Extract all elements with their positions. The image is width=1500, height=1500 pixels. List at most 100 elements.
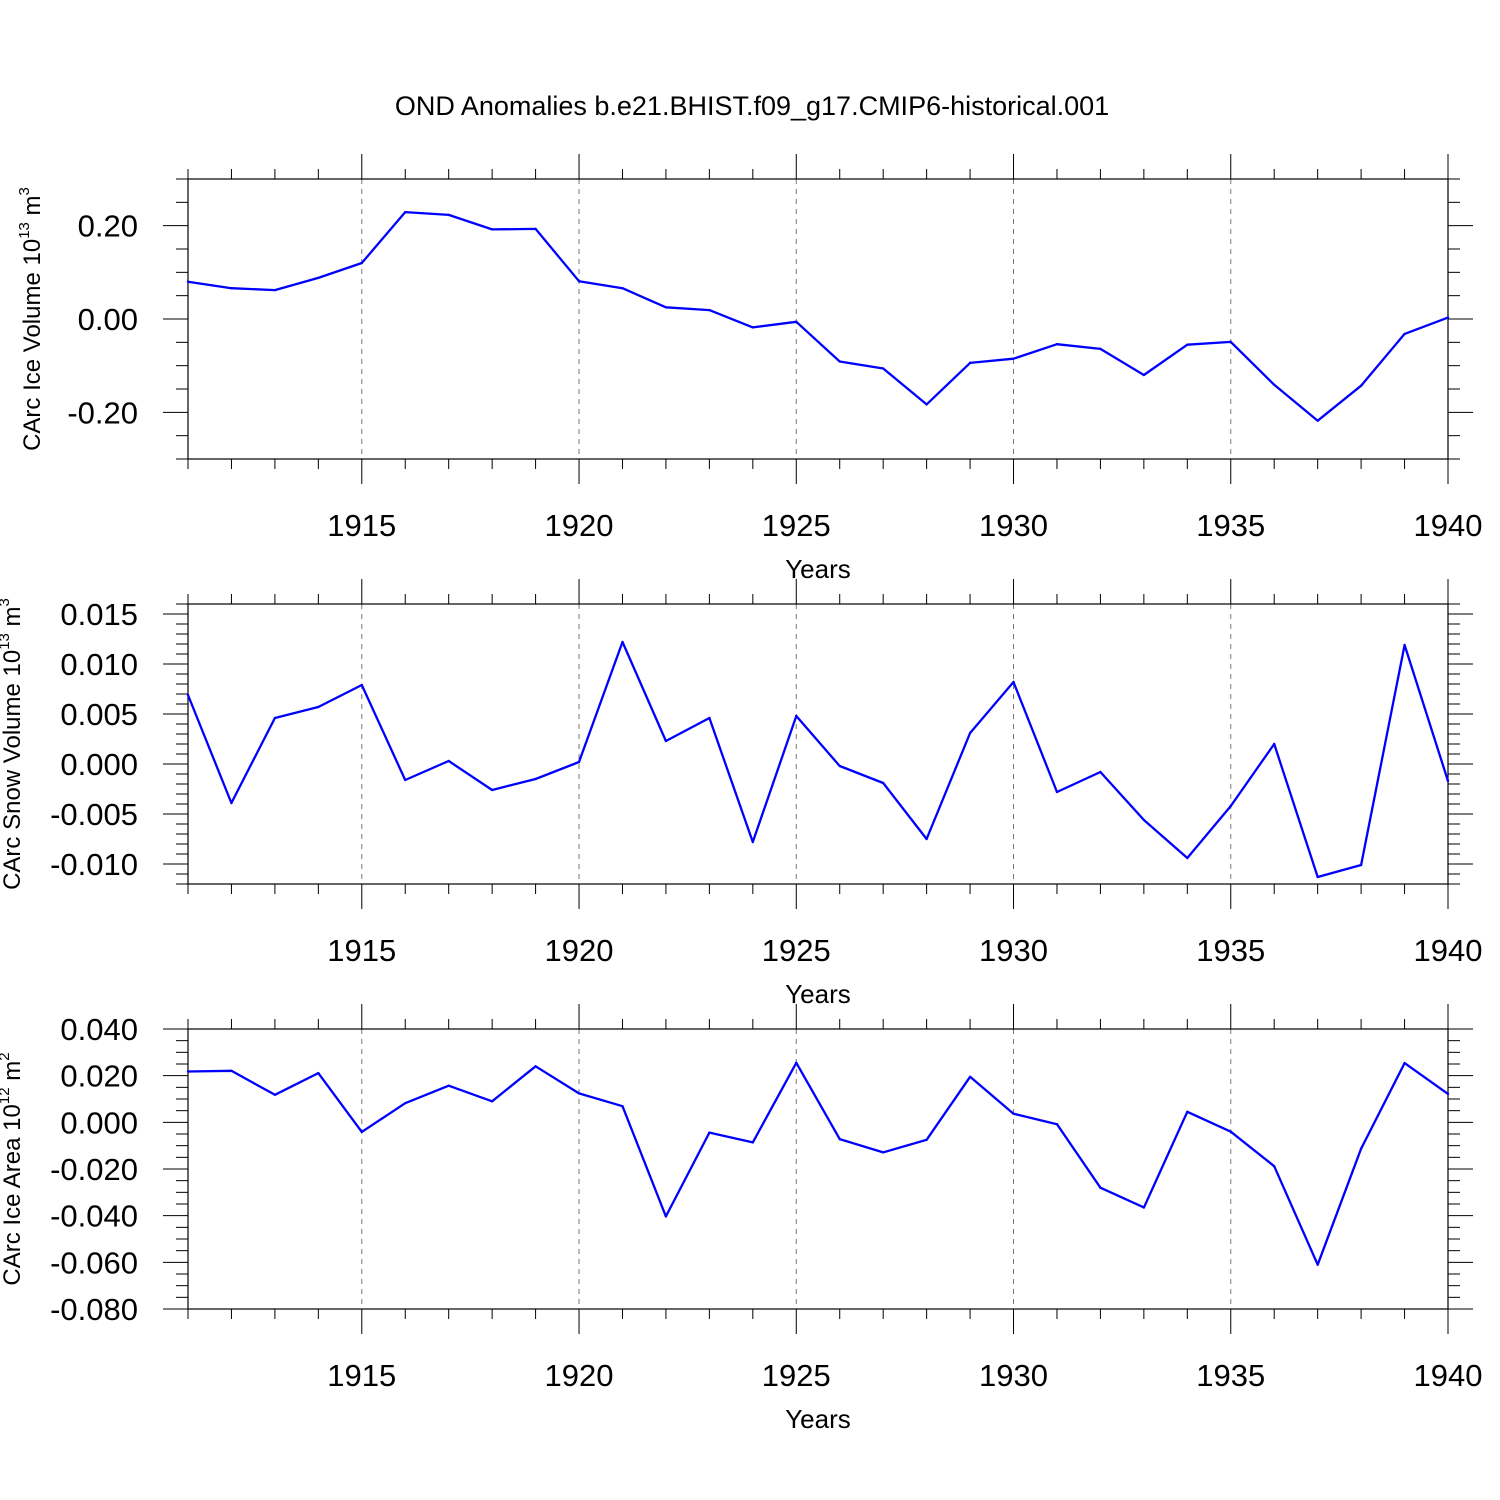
data-point: [1316, 1263, 1319, 1266]
x-tick-label: 1930: [979, 1358, 1048, 1393]
data-point: [360, 261, 363, 265]
series-line: [187, 1061, 1449, 1266]
y-axis-label-unit: m: [0, 606, 26, 633]
data-point: [577, 280, 581, 283]
data-point: [881, 781, 885, 785]
y-tick-label: -0.080: [50, 1292, 138, 1327]
data-point: [751, 840, 755, 844]
data-point: [1186, 856, 1189, 860]
data-point: [1403, 1061, 1406, 1065]
data-point: [1186, 1110, 1189, 1114]
data-point: [1055, 790, 1059, 794]
data-point: [1186, 343, 1189, 346]
y-tick-label: 0.040: [60, 1012, 138, 1047]
data-point: [317, 1071, 320, 1075]
x-tick-label: 1940: [1414, 1358, 1483, 1393]
data-point: [1012, 357, 1015, 360]
data-point: [230, 287, 233, 290]
x-tick-label: 1930: [979, 508, 1048, 543]
data-point: [968, 361, 972, 365]
plot-frame: [187, 178, 1449, 460]
x-tick-label: 1935: [1196, 933, 1265, 968]
data-point: [968, 1075, 972, 1079]
data-point: [925, 837, 928, 841]
data-point: [1142, 373, 1146, 377]
data-point: [621, 640, 624, 644]
data-point: [534, 777, 537, 781]
data-point: [1446, 779, 1450, 783]
data-point: [1099, 1186, 1102, 1189]
data-point: [795, 714, 798, 718]
data-point: [751, 326, 755, 329]
data-point: [273, 1093, 277, 1097]
data-point: [621, 287, 624, 290]
data-point: [490, 1100, 494, 1103]
data-point: [1142, 1206, 1146, 1209]
data-point: [1403, 643, 1406, 647]
y-axis-label: CArc Ice Volume 1013 m3: [16, 187, 46, 451]
y-tick-label: 0.015: [60, 597, 138, 632]
y-tick-label: 0.020: [60, 1059, 138, 1094]
data-point: [1316, 419, 1319, 422]
y-axis-label-unit: m: [19, 195, 46, 222]
y-tick-label: -0.005: [50, 797, 138, 832]
data-point: [317, 276, 320, 280]
data-point: [447, 759, 450, 763]
data-point: [664, 1215, 668, 1218]
x-tick-label: 1925: [762, 933, 831, 968]
y-tick-label: -0.20: [67, 395, 138, 430]
series-line: [187, 210, 1449, 422]
chart-title: OND Anomalies b.e21.BHIST.f09_g17.CMIP6-…: [395, 91, 1109, 121]
x-tick-label: 1920: [545, 508, 614, 543]
x-tick-label: 1930: [979, 933, 1048, 968]
y-tick-label: 0.00: [78, 302, 138, 337]
x-tick-label: 1940: [1414, 933, 1483, 968]
data-point: [447, 1084, 450, 1087]
data-point: [230, 1069, 233, 1072]
data-point: [404, 778, 407, 782]
data-point: [1229, 340, 1232, 344]
x-tick-label: 1925: [762, 1358, 831, 1393]
x-tick-label: 1915: [327, 508, 396, 543]
data-point: [186, 280, 190, 283]
y-tick-label: 0.000: [60, 1105, 138, 1140]
panel-2: 1915 1920 1925 1930 1935 1940 Years -0.010 -0.00…: [0, 579, 1482, 1009]
data-point: [490, 228, 494, 231]
x-tick-label: 1940: [1414, 508, 1483, 543]
data-point: [795, 1061, 798, 1065]
data-point: [1316, 875, 1319, 879]
y-axis-label-exp2: 3: [16, 187, 33, 195]
data-point: [1446, 1092, 1450, 1096]
data-point: [1403, 332, 1406, 336]
data-point: [925, 1138, 928, 1142]
y-axis-label-exp1: 13: [16, 222, 33, 239]
data-point: [621, 1105, 624, 1108]
data-point: [1142, 818, 1146, 822]
data-point: [1229, 804, 1232, 808]
y-axis-label-exp1: 12: [0, 1087, 13, 1104]
data-point: [1446, 316, 1450, 319]
data-point: [577, 760, 581, 764]
data-point: [968, 731, 972, 735]
data-point: [664, 739, 668, 743]
panel-3: 1915 1920 1925 1930 1935 1940 Years -0.080 -0.06…: [0, 1004, 1482, 1434]
data-point: [925, 403, 928, 406]
data-point: [1359, 384, 1363, 387]
x-tick-label: 1925: [762, 508, 831, 543]
y-tick-label: -0.040: [50, 1199, 138, 1234]
data-point: [708, 308, 711, 312]
y-axis-label-exp2: 2: [0, 1052, 13, 1060]
y-tick-label: 0.000: [60, 747, 138, 782]
series-line: [186, 640, 1450, 879]
data-point: [1273, 383, 1276, 386]
data-point: [230, 801, 233, 805]
y-tick-label: 0.20: [78, 209, 138, 244]
data-point: [708, 1131, 711, 1134]
y-tick-label: -0.010: [50, 847, 138, 882]
data-point: [404, 1102, 407, 1105]
data-point: [1273, 1165, 1276, 1168]
x-axis-label: Years: [785, 554, 851, 584]
y-tick-label: 0.005: [60, 697, 138, 732]
data-point: [273, 716, 277, 720]
data-point: [664, 306, 668, 309]
